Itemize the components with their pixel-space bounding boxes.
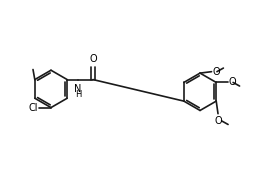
Text: O: O [229,78,236,88]
Text: O: O [89,55,97,65]
Text: O: O [213,67,220,77]
Text: H: H [75,90,81,99]
Text: N: N [74,84,82,94]
Text: O: O [214,116,222,126]
Text: Cl: Cl [29,103,38,113]
